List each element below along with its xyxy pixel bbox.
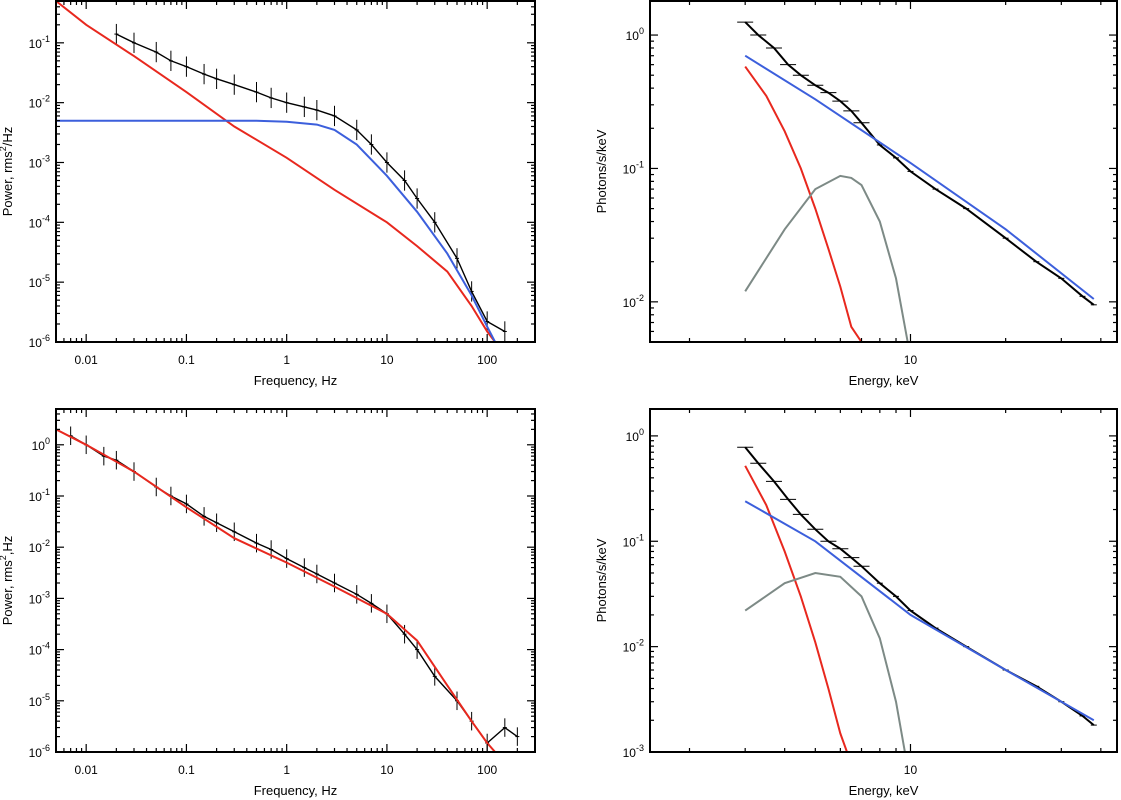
y-tick-label: 10-1 <box>623 159 644 176</box>
observed-power-spectrum-line <box>70 435 518 745</box>
red-component-line <box>56 1 496 342</box>
x-tick-label: 0.1 <box>178 763 195 777</box>
panel-spec-top: 10 10-2 10-1 100 Energy, keV Photons/s/keV <box>594 0 1118 388</box>
y-tick-label: 10-3 <box>623 743 644 760</box>
y-tick-label: 100 <box>626 26 644 43</box>
x-axis-title: Energy, keV <box>849 783 919 798</box>
y-tick-label: 100 <box>32 436 50 453</box>
x-tick-label: 100 <box>477 763 497 777</box>
y-axis-title: Power, rms2/Hz <box>0 127 15 217</box>
y-tick-label: 10-2 <box>623 638 644 655</box>
y-tick-label: 100 <box>626 427 644 444</box>
red-component-line <box>56 428 496 752</box>
x-tick-label: 10 <box>380 353 394 367</box>
y-tick-label: 10-6 <box>29 743 50 760</box>
x-tick-label: 0.01 <box>74 353 98 367</box>
x-axis-title: Frequency, Hz <box>254 783 338 798</box>
red-component-line <box>744 465 848 752</box>
y-axis-title: Photons/s/keV <box>594 129 609 213</box>
x-tick-label: 1 <box>283 763 290 777</box>
blue-component-line <box>744 54 1095 300</box>
y-tick-label: 10-2 <box>29 94 50 111</box>
plot-area <box>56 1 507 342</box>
axes-frame <box>649 408 1118 753</box>
blue-component-line <box>744 500 1095 722</box>
plot-area <box>737 446 1097 752</box>
gray-component-line <box>744 174 909 342</box>
plot-area <box>56 426 520 752</box>
y-tick-label: 10-3 <box>29 589 50 606</box>
y-axis-title: Power, rms2,Hz <box>0 536 15 626</box>
gray-component-line <box>744 571 906 752</box>
y-tick-label: 10-4 <box>29 213 50 230</box>
y-tick-label: 10-5 <box>29 692 50 709</box>
y-tick-label: 10-2 <box>29 538 50 555</box>
x-tick-label: 10 <box>380 763 394 777</box>
plot-area <box>737 21 1097 342</box>
x-tick-label: 10 <box>904 353 918 367</box>
y-tick-label: 10-2 <box>623 293 644 310</box>
y-tick-label: 10-5 <box>29 273 50 290</box>
observed-power-spectrum-line <box>116 33 506 333</box>
data-point <box>515 727 520 746</box>
red-component-line <box>744 66 863 342</box>
x-axis-title: Energy, keV <box>849 373 919 388</box>
y-tick-label: 10-1 <box>623 532 644 549</box>
y-axis-title: Photons/s/keV <box>594 538 609 622</box>
x-tick-label: 1 <box>283 353 290 367</box>
y-tick-label: 10-1 <box>29 34 50 51</box>
x-tick-label: 10 <box>904 763 918 777</box>
axes-frame <box>55 408 536 753</box>
y-tick-label: 10-4 <box>29 641 50 658</box>
observed-spectrum-line <box>744 21 1095 306</box>
y-tick-label: 10-1 <box>29 487 50 504</box>
axes-frame <box>649 0 1118 343</box>
panel-spec-bottom: 10 10-3 10-2 10-1 100 Energy, keV Photons/s/ke… <box>594 408 1118 798</box>
blue-component-line <box>56 119 496 342</box>
panel-pds-top: 0.01 0.1 1 10 100 10-6 10-5 10-4 10-3 10-2 10-1 Fre… <box>0 0 536 388</box>
x-tick-label: 100 <box>477 353 497 367</box>
x-tick-label: 0.01 <box>74 763 98 777</box>
panel-pds-bottom: 0.01 0.1 1 10 100 10-6 10-5 10-4 10-3 10-2 10-1 100… <box>0 408 536 798</box>
y-tick-label: 10-6 <box>29 333 50 350</box>
x-tick-label: 0.1 <box>178 353 195 367</box>
x-axis-title: Frequency, Hz <box>254 373 338 388</box>
y-tick-label: 10-3 <box>29 153 50 170</box>
